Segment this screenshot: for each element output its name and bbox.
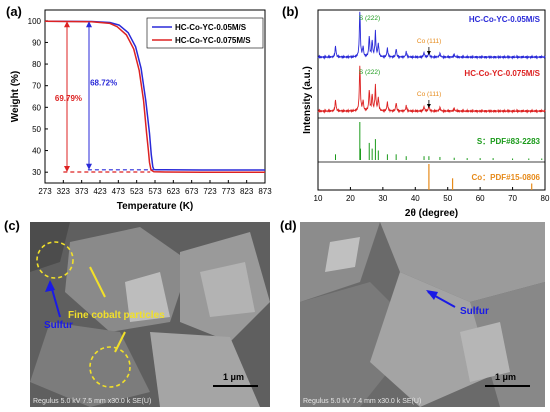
charts-canvas: 273 323 373 423 473 523 573 623 673 723 773 823 873 3… [10, 9, 550, 219]
x-tick-label-a: 823 [240, 187, 254, 196]
sem-texture-c [30, 222, 270, 407]
series-line-a-0 [44, 20, 265, 171]
scale-text-d: 1 μm [495, 372, 517, 382]
series-label-b-3: Co：PDF#15-0806 [472, 173, 541, 182]
xrd-profile-0 [317, 11, 546, 60]
x-tick-label-b: 60 [476, 194, 485, 203]
x-tick-label-a: 723 [203, 187, 217, 196]
highlight-circle-1 [36, 241, 74, 279]
x-tick-label-a: 523 [130, 187, 144, 196]
sem-footer-d: Regulus 5.0 kV 7.4 mm x30.0 k SE(U) [303, 398, 422, 405]
weight-loss-arrow-blue-head-top [86, 21, 92, 28]
x-tick-label-a: 573 [148, 187, 162, 196]
x-tick-label-a: 423 [93, 187, 107, 196]
x-tick-label-a: 673 [185, 187, 199, 196]
y-tick-label-a: 80 [32, 60, 41, 69]
x-tick-label-a: 623 [167, 187, 181, 196]
peak-label-co-0: Co (111) [417, 38, 441, 45]
legend-label-a-1: HC-Co-YC-0.075M/S [175, 36, 251, 45]
panel-label-c: (c) [4, 218, 20, 233]
y-tick-label-a: 30 [32, 168, 41, 177]
sulfur-label-d: Sulfur [460, 306, 489, 317]
weight-loss-arrow-red-head-top [64, 21, 70, 28]
cobalt-arrow-1 [89, 266, 106, 298]
scale-text-c: 1 μm [223, 372, 245, 382]
sem-image-d: Sulfur 1 μm Regulus 5.0 kV 7.4 mm x30.0 … [300, 222, 545, 407]
series-line-a-1 [44, 20, 265, 173]
y-tick-label-a: 90 [32, 38, 41, 47]
highlight-circle-2 [89, 346, 131, 388]
y-tick-label-a: 40 [32, 147, 41, 156]
panel-label-d: (d) [280, 218, 297, 233]
x-tick-label-b: 30 [378, 194, 387, 203]
x-axis-label-b: 2θ (degree) [405, 208, 458, 219]
scale-bar-d [485, 385, 530, 387]
co-arrow-head-0 [426, 51, 431, 55]
peak-label-s-1: S (222) [359, 69, 380, 76]
x-tick-label-b: 40 [411, 194, 420, 203]
peak-label-s-0: S (222) [359, 15, 380, 22]
panel-label-a: (a) [6, 4, 22, 19]
sem-footer-c: Regulus 5.0 kV 7.5 mm x30.0 k SE(U) [33, 398, 152, 405]
cobalt-arrow-2 [114, 331, 126, 353]
legend-label-a-0: HC-Co-YC-0.05M/S [175, 23, 247, 32]
x-tick-label-a: 473 [112, 187, 126, 196]
series-label-b-2: S：PDF#83-2283 [477, 137, 541, 146]
x-tick-label-b: 70 [508, 194, 517, 203]
cobalt-label: Fine cobalt particles [68, 310, 165, 321]
xrd-profile-1 [317, 65, 546, 114]
series-label-b-0: HC-Co-YC-0.05M/S [469, 15, 541, 24]
x-tick-label-b: 20 [346, 194, 355, 203]
weight-loss-arrow-blue-head-bottom [86, 163, 92, 170]
y-axis-label-a: Weight (%) [10, 71, 21, 122]
weight-loss-arrow-red-head-bottom [64, 165, 70, 172]
y-axis-label-b: Intensity (a.u.) [302, 66, 313, 134]
annotation-a-blue: 68.72% [90, 79, 117, 88]
annotation-a-red: 69.79% [55, 94, 82, 103]
peak-label-co-1: Co (111) [417, 91, 441, 98]
x-tick-label-a: 773 [222, 187, 236, 196]
sem-texture-d [300, 222, 545, 407]
x-tick-label-b: 80 [541, 194, 550, 203]
x-axis-label-a: Temperature (K) [117, 201, 194, 212]
x-tick-label-b: 10 [314, 194, 323, 203]
x-tick-label-a: 873 [258, 187, 272, 196]
panel-label-b: (b) [282, 4, 299, 19]
co-arrow-head-1 [426, 104, 431, 108]
y-tick-label-a: 50 [32, 125, 41, 134]
y-tick-label-a: 70 [32, 82, 41, 91]
legend-box-a [146, 17, 264, 49]
x-tick-label-a: 273 [38, 187, 52, 196]
sem-image-c: Sulfur Fine cobalt particles 1 μm Regulu… [30, 222, 270, 407]
y-tick-label-a: 60 [32, 103, 41, 112]
series-label-b-1: HC-Co-YC-0.075M/S [464, 69, 540, 78]
scale-bar-c [213, 385, 258, 387]
x-tick-label-b: 50 [443, 194, 452, 203]
x-tick-label-a: 323 [57, 187, 71, 196]
plot-frame-b [317, 9, 546, 191]
sulfur-label-c: Sulfur [44, 320, 73, 331]
y-tick-label-a: 100 [28, 17, 42, 26]
x-tick-label-a: 373 [75, 187, 89, 196]
